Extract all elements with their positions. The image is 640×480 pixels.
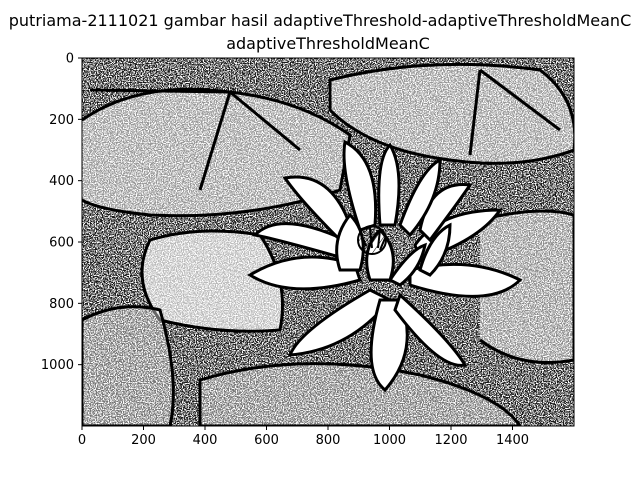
x-tick-label-0: 0 bbox=[78, 433, 86, 448]
x-tick-label-6: 1200 bbox=[434, 433, 467, 448]
x-tick-label-5: 1000 bbox=[373, 433, 406, 448]
lotus-center bbox=[357, 225, 387, 255]
y-tick-label-3: 600 bbox=[49, 236, 74, 251]
y-tick-label-5: 1000 bbox=[41, 358, 74, 373]
x-tick-label-2: 400 bbox=[193, 433, 218, 448]
y-tick-label-2: 400 bbox=[49, 174, 74, 189]
threshold-image bbox=[82, 58, 574, 426]
x-tick-label-3: 600 bbox=[254, 433, 279, 448]
x-tick-label-4: 800 bbox=[316, 433, 341, 448]
y-tick-label-1: 200 bbox=[49, 113, 74, 128]
x-tick-label-1: 200 bbox=[131, 433, 156, 448]
y-tick-label-0: 0 bbox=[66, 52, 74, 67]
y-axis: 0 200 400 600 800 1000 bbox=[41, 52, 82, 373]
x-axis: 0 200 400 600 800 1000 1200 1400 bbox=[78, 426, 529, 448]
lily-pads bbox=[82, 62, 574, 426]
figure-suptitle: putriama-2111021 gambar hasil adaptiveTh… bbox=[9, 11, 631, 30]
lotus-flower bbox=[247, 139, 523, 393]
x-tick-label-7: 1400 bbox=[496, 433, 529, 448]
y-tick-label-4: 800 bbox=[49, 297, 74, 312]
axes-title: adaptiveThresholdMeanC bbox=[226, 34, 430, 53]
